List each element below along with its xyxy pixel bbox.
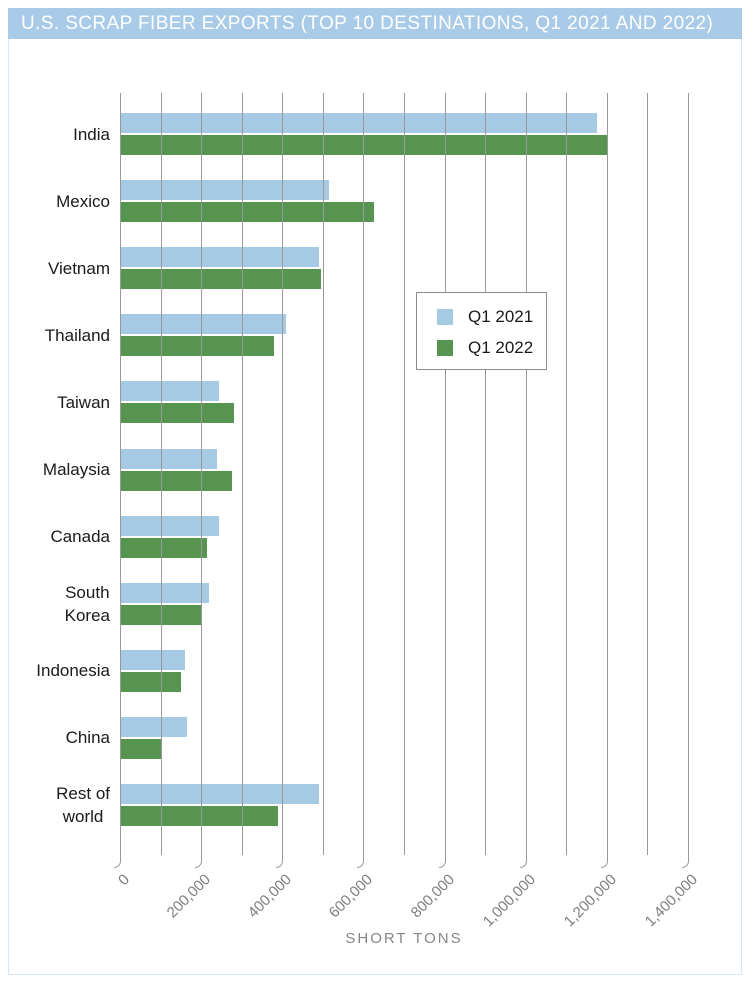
category-label-taiwan: Taiwan	[57, 392, 110, 412]
bar-q1-2022-indonesia	[120, 671, 181, 692]
bar-q1-2021-china	[120, 716, 187, 737]
gridline	[485, 93, 487, 855]
category-label-south-korea: South Korea	[64, 582, 110, 625]
x-axis-tick	[519, 855, 527, 868]
gridline	[647, 93, 649, 855]
x-axis-tick	[600, 855, 608, 868]
bar-q1-2022-rest-of-world	[120, 806, 279, 826]
bar-q1-2021-south-korea	[120, 582, 210, 603]
bar-q1-2021-taiwan	[120, 381, 220, 402]
bar-q1-2022-china	[120, 738, 161, 759]
bar-q1-2021-rest-of-world	[120, 784, 319, 804]
bar-q1-2022-vietnam	[120, 269, 321, 290]
gridline	[404, 93, 405, 855]
gridline	[120, 93, 121, 855]
gridline	[282, 93, 284, 855]
bar-q1-2021-mexico	[120, 180, 329, 201]
bar-q1-2021-malaysia	[120, 448, 218, 469]
gridline	[606, 93, 608, 855]
legend-label: Q1 2022	[468, 338, 534, 357]
category-label-china: China	[65, 728, 110, 748]
bar-q1-2021-indonesia	[120, 649, 185, 670]
category-label-vietnam: Vietnam	[47, 258, 110, 278]
x-axis-tick	[682, 855, 689, 868]
chart-title-bar: U.S. SCRAP FIBER EXPORTS (TOP 10 DESTINA…	[8, 8, 742, 39]
bar-q1-2021-india	[120, 113, 597, 133]
gridline	[201, 93, 203, 855]
x-axis-title: SHORT TONS	[345, 930, 463, 947]
bar-q1-2021-vietnam	[120, 247, 319, 268]
gridline	[160, 93, 162, 855]
category-label-india: India	[73, 124, 110, 144]
chart-title: U.S. SCRAP FIBER EXPORTS (TOP 10 DESTINA…	[21, 12, 714, 34]
gridline	[566, 93, 568, 855]
bar-q1-2021-thailand	[120, 314, 287, 335]
x-axis-tick-label: 1,400,000	[641, 871, 702, 931]
category-label-mexico: Mexico	[56, 191, 110, 211]
x-axis-tick	[357, 855, 365, 868]
gridline	[363, 93, 365, 855]
bar-q1-2022-thailand	[120, 336, 275, 357]
legend-item-q1-2021: Q1 2021	[437, 306, 546, 328]
legend-swatch-icon	[437, 309, 453, 325]
x-axis-tick-label: 600,000	[326, 871, 377, 922]
x-axis-tick	[276, 855, 284, 868]
bar-q1-2022-malaysia	[120, 470, 232, 491]
legend-item-q1-2022: Q1 2022	[437, 337, 546, 359]
bar-q1-2021-canada	[120, 515, 220, 536]
gridline	[241, 93, 243, 855]
legend-label: Q1 2021	[468, 307, 534, 326]
x-axis-tick	[195, 855, 203, 868]
category-label-rest-of-world: Rest of world	[56, 784, 110, 826]
gridline	[688, 93, 689, 855]
gridline	[322, 93, 324, 855]
chart-frame: U.S. SCRAP FIBER EXPORTS (TOP 10 DESTINA…	[8, 8, 742, 975]
x-axis-tick	[438, 855, 446, 868]
plot-area	[120, 93, 689, 855]
category-label-indonesia: Indonesia	[36, 661, 110, 681]
bar-q1-2022-taiwan	[120, 403, 234, 424]
category-label-thailand: Thailand	[44, 325, 110, 345]
legend: Q1 2021 Q1 2022	[416, 292, 547, 370]
x-axis-tick-label: 800,000	[407, 871, 458, 922]
x-axis-tick-label: 1,000,000	[479, 871, 539, 931]
x-axis-tick-label: 200,000	[163, 871, 215, 922]
bar-q1-2022-canada	[120, 537, 208, 558]
bar-q1-2022-mexico	[120, 202, 374, 223]
x-axis-tick-label: 1,200,000	[560, 871, 620, 931]
x-axis-tick-label: 400,000	[244, 871, 296, 922]
category-label-canada: Canada	[50, 527, 110, 547]
category-label-malaysia: Malaysia	[42, 460, 110, 479]
x-axis-tick	[114, 855, 121, 868]
x-axis-tick-label: 0	[115, 871, 134, 889]
legend-swatch-icon	[437, 340, 453, 356]
gridline	[444, 93, 446, 855]
gridline	[525, 93, 527, 855]
